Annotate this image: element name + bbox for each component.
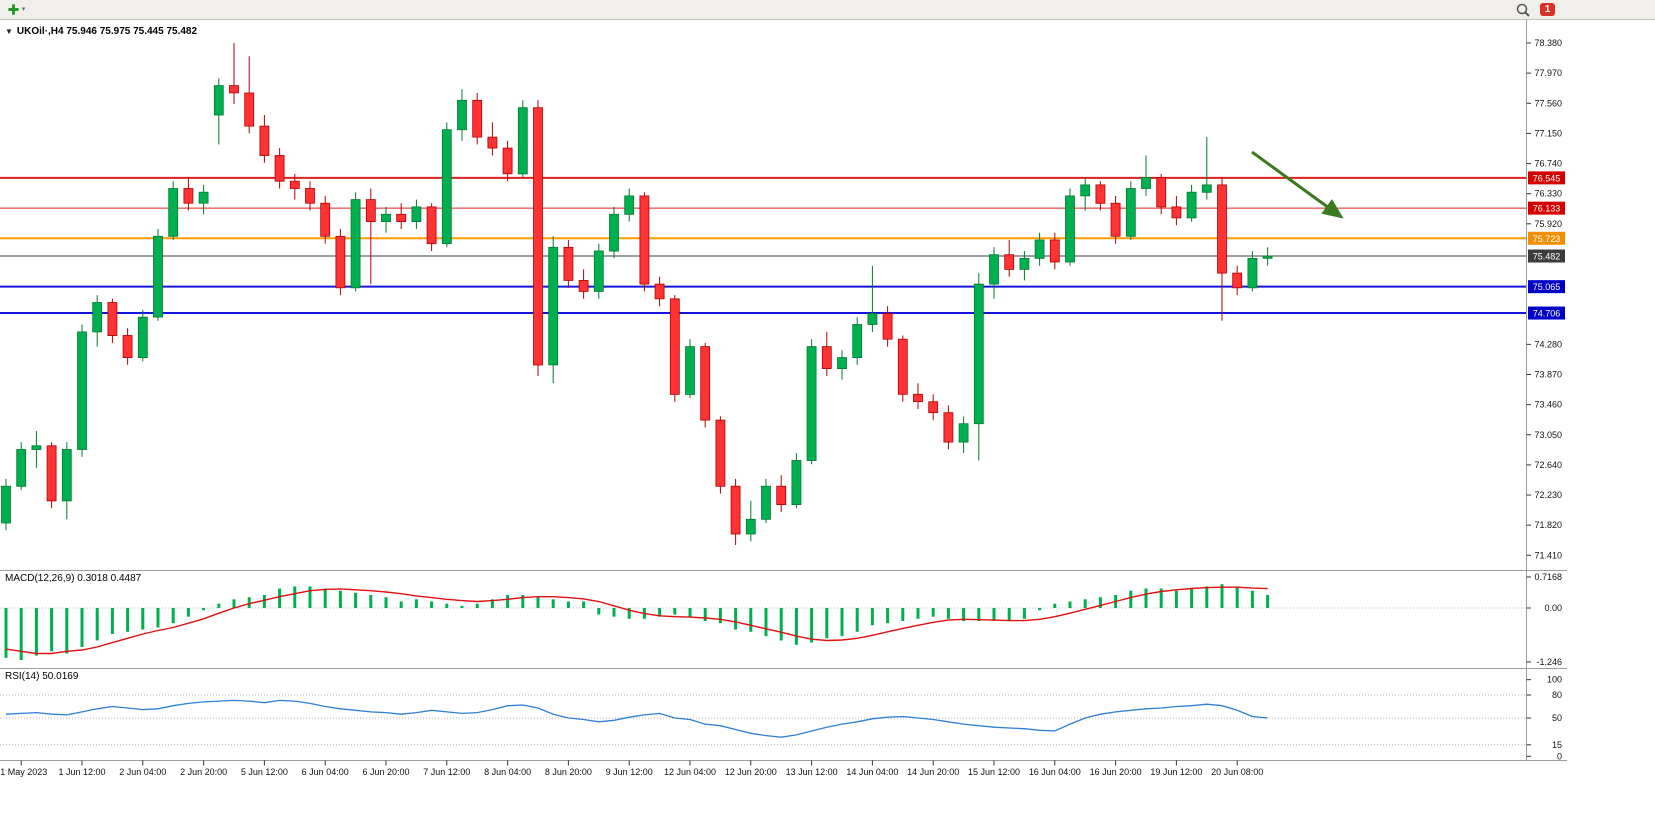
svg-text:15 Jun 12:00: 15 Jun 12:00: [968, 767, 1020, 777]
dropdown-caret-icon: ▾: [21, 6, 26, 13]
svg-text:14 Jun 20:00: 14 Jun 20:00: [907, 767, 959, 777]
svg-text:31 May 2023: 31 May 2023: [0, 767, 47, 777]
macd-panel: 0.7168 0.00 -1.246: [0, 572, 1562, 667]
svg-text:75.723: 75.723: [1533, 234, 1561, 244]
svg-text:72.640: 72.640: [1534, 460, 1562, 470]
rsi-line: [5, 699, 1268, 738]
svg-text:77.150: 77.150: [1534, 128, 1562, 138]
time-axis[interactable]: 31 May 2023 1 Jun 12:00 2 Jun 04:00 2 Jun 2…: [0, 760, 1263, 778]
svg-text:12 Jun 20:00: 12 Jun 20:00: [725, 767, 777, 777]
svg-text:16 Jun 04:00: 16 Jun 04:00: [1029, 767, 1081, 777]
svg-text:1 Jun 12:00: 1 Jun 12:00: [58, 767, 105, 777]
search-icon[interactable]: [1511, 1, 1534, 18]
svg-text:73.460: 73.460: [1534, 400, 1562, 410]
svg-text:15: 15: [1552, 740, 1562, 750]
svg-text:0: 0: [1557, 751, 1562, 761]
svg-text:6 Jun 20:00: 6 Jun 20:00: [362, 767, 409, 777]
svg-text:80: 80: [1552, 690, 1562, 700]
price-label-box: [1528, 171, 1565, 185]
svg-text:8 Jun 20:00: 8 Jun 20:00: [545, 767, 592, 777]
svg-text:12 Jun 04:00: 12 Jun 04:00: [664, 767, 716, 777]
chart-title: ▼ UKOil·,H4 75.946 75.975 75.445 75.482: [5, 26, 197, 37]
chart-title-text: UKOil·,H4 75.946 75.975 75.445 75.482: [16, 26, 198, 37]
svg-text:75.920: 75.920: [1534, 219, 1562, 229]
chart-window[interactable]: 78.380 77.970 77.560 77.150 76.740 76.330 75.9…: [0, 20, 1567, 780]
rsi-panel: 100 80 50 150: [0, 675, 1562, 761]
price-level-lines: [0, 176, 1526, 315]
price-label-box: [1528, 201, 1565, 215]
svg-text:76.133: 76.133: [1533, 204, 1561, 214]
svg-text:50: 50: [1552, 713, 1562, 723]
svg-text:73.870: 73.870: [1534, 369, 1562, 379]
svg-text:71.820: 71.820: [1534, 520, 1562, 530]
notification-badge[interactable]: 1: [1540, 3, 1555, 16]
price-label-box: [1528, 306, 1565, 320]
toolbar-right-group: 1: [1510, 1, 1555, 18]
svg-text:75.065: 75.065: [1533, 282, 1561, 292]
price-label-box: [1528, 231, 1565, 245]
price-label-box: [1528, 249, 1565, 263]
svg-text:100: 100: [1547, 675, 1562, 685]
macd-signal-line: [5, 586, 1268, 655]
svg-text:8 Jun 04:00: 8 Jun 04:00: [484, 767, 531, 777]
svg-text:71.410: 71.410: [1534, 550, 1562, 560]
svg-text:75.482: 75.482: [1533, 252, 1561, 262]
svg-text:73.050: 73.050: [1534, 430, 1562, 440]
svg-text:20 Jun 08:00: 20 Jun 08:00: [1211, 767, 1263, 777]
svg-text:2 Jun 04:00: 2 Jun 04:00: [119, 767, 166, 777]
plus-icon: [6, 2, 21, 17]
svg-text:9 Jun 12:00: 9 Jun 12:00: [606, 767, 653, 777]
svg-text:14 Jun 04:00: 14 Jun 04:00: [846, 767, 898, 777]
svg-text:6 Jun 04:00: 6 Jun 04:00: [302, 767, 349, 777]
svg-text:-1.246: -1.246: [1536, 657, 1562, 667]
price-axis[interactable]: 78.380 77.970 77.560 77.150 76.740 76.330 75.9…: [1526, 38, 1566, 560]
svg-text:0.7168: 0.7168: [1534, 572, 1562, 582]
svg-text:74.280: 74.280: [1534, 339, 1562, 349]
svg-text:0.00: 0.00: [1544, 603, 1562, 613]
svg-text:7 Jun 12:00: 7 Jun 12:00: [423, 767, 470, 777]
svg-text:16 Jun 20:00: 16 Jun 20:00: [1090, 767, 1142, 777]
svg-text:77.560: 77.560: [1534, 98, 1562, 108]
main-toolbar: 新订单自动交易▾▾▾▾▾AT▾M1M5M15M30H1H4D1W1MN 1: [0, 0, 1655, 294]
rsi-indicator-label: RSI(14) 50.0169: [5, 671, 79, 682]
price-label-box: [1528, 280, 1565, 294]
collapse-icon[interactable]: ▼: [5, 27, 13, 36]
candlestick-series: [1, 43, 1273, 545]
svg-text:78.380: 78.380: [1534, 38, 1562, 48]
svg-text:76.740: 76.740: [1534, 159, 1562, 169]
svg-text:13 Jun 12:00: 13 Jun 12:00: [786, 767, 838, 777]
svg-text:19 Jun 12:00: 19 Jun 12:00: [1150, 767, 1202, 777]
new-chart-icon[interactable]: ▾: [4, 1, 27, 18]
svg-text:76.330: 76.330: [1534, 189, 1562, 199]
chart-canvas[interactable]: 78.380 77.970 77.560 77.150 76.740 76.330 75.9…: [0, 20, 1567, 780]
svg-text:74.706: 74.706: [1533, 309, 1561, 319]
svg-text:5 Jun 12:00: 5 Jun 12:00: [241, 767, 288, 777]
svg-text:2 Jun 20:00: 2 Jun 20:00: [180, 767, 227, 777]
macd-indicator-label: MACD(12,26,9) 0.3018 0.4487: [5, 573, 142, 584]
annotation-arrow: [1251, 150, 1344, 219]
svg-text:76.545: 76.545: [1533, 173, 1561, 183]
svg-text:77.970: 77.970: [1534, 68, 1562, 78]
svg-text:72.230: 72.230: [1534, 490, 1562, 500]
